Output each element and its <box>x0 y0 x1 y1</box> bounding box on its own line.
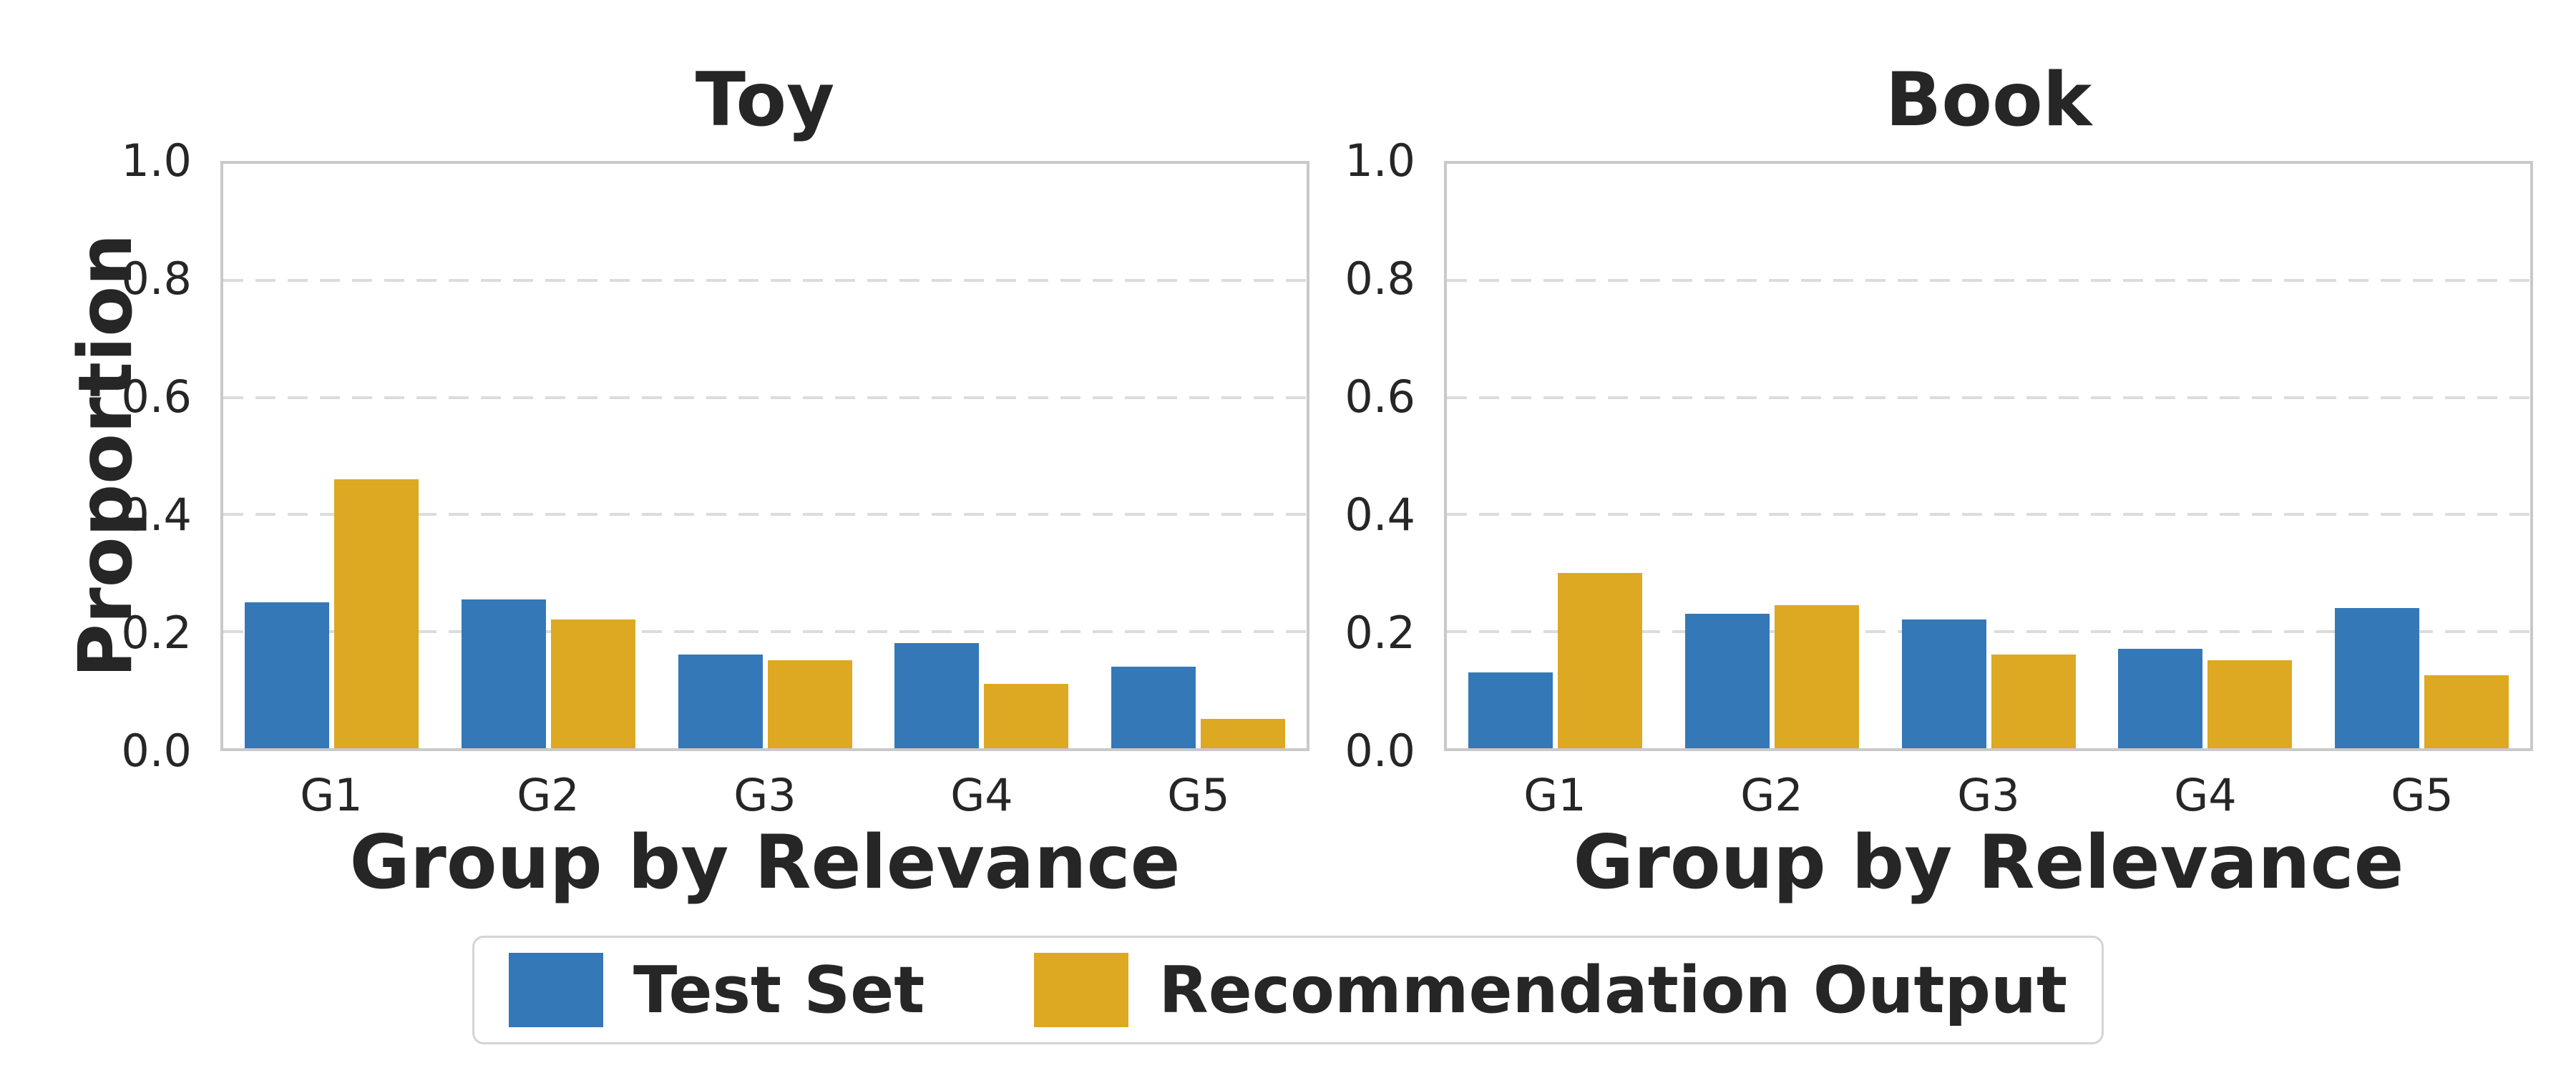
legend-swatch-test-set <box>509 953 603 1027</box>
x-tick-label-book-g5: G5 <box>2391 769 2454 821</box>
bar-toy-g4-recommendation-output <box>984 684 1068 748</box>
legend: Test Set Recommendation Output <box>472 936 2104 1044</box>
gridline-book-0.4 <box>1447 513 2530 516</box>
y-tick-label-book-0.4: 0.4 <box>1345 489 1415 541</box>
gridline-toy-0.6 <box>223 396 1307 399</box>
gridline-toy-0.2 <box>223 629 1307 633</box>
bar-book-g5-recommendation-output <box>2424 675 2509 748</box>
legend-label-test-set: Test Set <box>633 952 925 1028</box>
y-tick-label-book-0.0: 0.0 <box>1345 725 1415 777</box>
x-tick-label-toy-g3: G3 <box>733 769 796 821</box>
plot-area-toy <box>220 161 1309 751</box>
x-tick-label-book-g4: G4 <box>2174 769 2237 821</box>
bar-book-g4-test-set <box>2118 649 2202 748</box>
bar-toy-g1-recommendation-output <box>334 479 419 748</box>
bar-toy-g3-recommendation-output <box>768 660 852 748</box>
y-tick-label-book-1.0: 1.0 <box>1345 134 1415 187</box>
x-axis-label-book: Group by Relevance <box>1573 820 2404 906</box>
bar-toy-g4-test-set <box>894 643 979 748</box>
bar-book-g1-test-set <box>1468 672 1553 748</box>
y-tick-label-book-0.8: 0.8 <box>1345 253 1415 305</box>
bar-book-g4-recommendation-output <box>2207 660 2292 748</box>
y-tick-label-toy-0.0: 0.0 <box>121 725 192 777</box>
y-tick-label-book-0.2: 0.2 <box>1345 607 1415 659</box>
y-tick-label-toy-1.0: 1.0 <box>121 134 192 187</box>
y-tick-label-toy-0.6: 0.6 <box>121 371 192 423</box>
legend-label-recommendation-output: Recommendation Output <box>1158 952 2067 1028</box>
bar-book-g5-test-set <box>2335 608 2419 748</box>
gridline-book-0.6 <box>1447 396 2530 399</box>
x-tick-label-book-g1: G1 <box>1523 769 1586 821</box>
bar-toy-g5-test-set <box>1111 667 1196 748</box>
legend-swatch-recommendation-output <box>1034 953 1129 1027</box>
y-tick-label-toy-0.8: 0.8 <box>121 253 192 305</box>
y-tick-label-toy-0.4: 0.4 <box>121 489 192 541</box>
legend-item-test-set: Test Set <box>509 953 924 1028</box>
bar-toy-g2-recommendation-output <box>551 619 635 748</box>
x-tick-label-toy-g5: G5 <box>1167 769 1230 821</box>
plot-area-book <box>1444 161 2533 751</box>
subplot-title-book: Book <box>1885 57 2092 143</box>
gridline-book-0.2 <box>1447 629 2530 633</box>
x-axis-label-toy: Group by Relevance <box>349 820 1181 906</box>
x-tick-label-book-g2: G2 <box>1740 769 1803 821</box>
x-tick-label-toy-g4: G4 <box>950 769 1013 821</box>
bar-toy-g2-test-set <box>462 599 546 748</box>
gridline-book-0.8 <box>1447 279 2530 283</box>
x-tick-label-toy-g1: G1 <box>300 769 363 821</box>
y-tick-label-book-0.6: 0.6 <box>1345 371 1415 423</box>
bar-book-g3-recommendation-output <box>1991 655 2076 748</box>
bar-toy-g1-test-set <box>245 602 329 748</box>
gridline-toy-0.8 <box>223 279 1307 283</box>
bar-book-g3-test-set <box>1902 619 1986 748</box>
legend-item-recommendation-output: Recommendation Output <box>1034 953 2067 1028</box>
subplot-title-toy: Toy <box>695 57 835 143</box>
bar-toy-g3-test-set <box>678 655 763 748</box>
bar-book-g1-recommendation-output <box>1558 573 1642 748</box>
x-tick-label-book-g3: G3 <box>1957 769 2020 821</box>
bar-book-g2-test-set <box>1685 614 1770 748</box>
bar-book-g2-recommendation-output <box>1775 605 1859 748</box>
bar-toy-g5-recommendation-output <box>1201 719 1285 748</box>
x-tick-label-toy-g2: G2 <box>517 769 580 821</box>
y-tick-label-toy-0.2: 0.2 <box>121 607 192 659</box>
gridline-toy-0.4 <box>223 513 1307 516</box>
